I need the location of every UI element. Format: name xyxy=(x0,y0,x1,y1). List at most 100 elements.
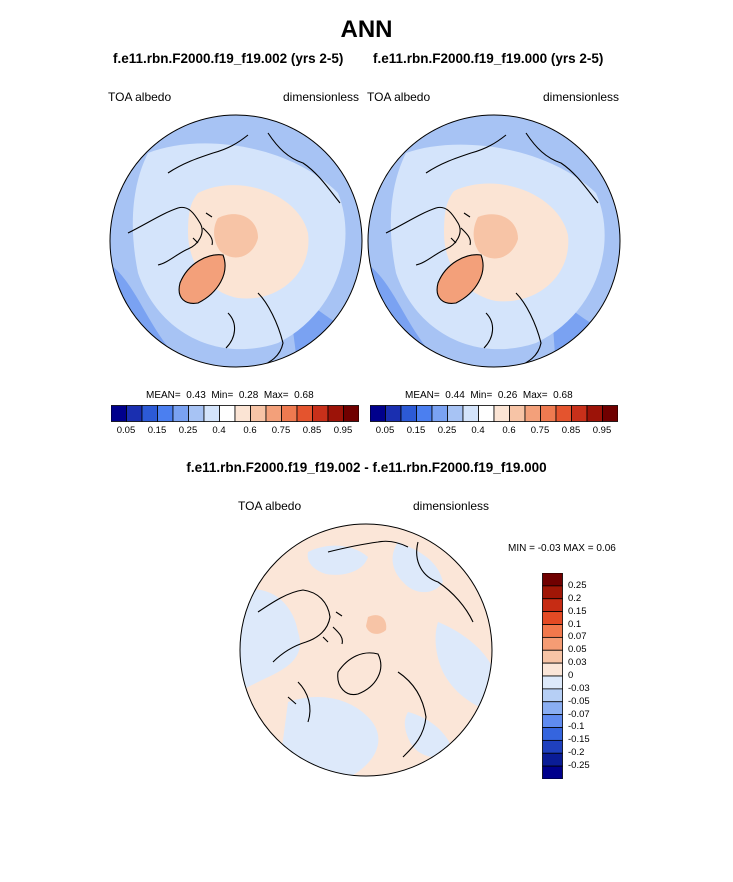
right-stats: MEAN= 0.44 Min= 0.26 Max= 0.68 xyxy=(405,390,573,401)
colorbar-swatch xyxy=(493,405,510,422)
diff-coastline xyxy=(327,540,409,553)
colorbar-swatch xyxy=(172,405,189,422)
colorbar-swatch xyxy=(586,405,603,422)
diff-region-negative xyxy=(278,697,379,776)
colorbar-swatch xyxy=(540,405,557,422)
tick-label: -0.05 xyxy=(568,696,590,707)
tick-label: 0.1 xyxy=(568,619,582,630)
left-units-label: dimensionless xyxy=(283,90,360,104)
right-var-label: TOA albedo xyxy=(367,90,431,104)
tick-label: 0.03 xyxy=(568,657,587,668)
colorbar-swatch xyxy=(571,405,588,422)
tick-label: 0.15 xyxy=(406,425,426,436)
diff-coastline xyxy=(322,611,343,645)
right-coastline xyxy=(436,254,484,304)
diff-coastline xyxy=(397,671,427,758)
colorbar-swatch xyxy=(416,405,433,422)
colorbar-swatch xyxy=(542,675,563,690)
colorbar-swatch xyxy=(219,405,236,422)
left-polar-map xyxy=(109,114,363,368)
left-coastline xyxy=(225,312,236,349)
diff-coastline xyxy=(416,541,474,623)
diff-region-negative xyxy=(240,589,300,692)
left-max-value: 0.68 xyxy=(294,390,314,401)
diff-colorbar xyxy=(542,573,563,779)
right-coastline xyxy=(525,132,599,204)
tick-label: 0.25 xyxy=(437,425,457,436)
tick-label: -0.2 xyxy=(568,747,585,758)
tick-label: 0.25 xyxy=(568,580,587,591)
tick-label: 0.05 xyxy=(116,425,136,436)
colorbar-swatch xyxy=(478,405,495,422)
diff-region-negative xyxy=(307,545,368,575)
right-coastline xyxy=(483,312,494,349)
case2-title: f.e11.rbn.F2000.f19_f19.000 (yrs 2-5) xyxy=(373,51,604,66)
colorbar-swatch xyxy=(111,405,127,422)
tick-label: 0.6 xyxy=(243,425,257,436)
tick-label: 0.15 xyxy=(147,425,167,436)
colorbar-swatch xyxy=(542,662,563,677)
right-coastline xyxy=(385,206,461,266)
tick-label: 0.85 xyxy=(561,425,581,436)
tick-label: -0.03 xyxy=(568,683,590,694)
colorbar-swatch xyxy=(188,405,205,422)
tick-label: 0.05 xyxy=(375,425,395,436)
diff-title: f.e11.rbn.F2000.f19_f19.002 - f.e11.rbn.… xyxy=(186,460,547,475)
colorbar-swatch xyxy=(542,649,563,664)
right-region-salmon xyxy=(473,214,518,259)
right-min-label: Min= xyxy=(470,390,493,401)
colorbar-swatch xyxy=(542,636,563,651)
left-colorbar xyxy=(111,405,359,422)
colorbar-swatch xyxy=(542,752,563,767)
tick-label: 0.07 xyxy=(568,631,587,642)
colorbar-swatch xyxy=(509,405,526,422)
colorbar-swatch xyxy=(265,405,282,422)
colorbar-swatch xyxy=(542,765,563,779)
colorbar-swatch xyxy=(431,405,448,422)
diff-region-negative xyxy=(392,542,443,593)
tick-label: 0.85 xyxy=(302,425,322,436)
right-units-label: dimensionless xyxy=(543,90,620,104)
right-mean-value: 0.44 xyxy=(445,390,465,401)
diff-polar-map xyxy=(239,523,493,777)
right-max-value: 0.68 xyxy=(553,390,573,401)
right-max-label: Max= xyxy=(522,390,548,401)
diff-coastline xyxy=(257,589,331,663)
right-mean-label: MEAN= xyxy=(405,390,440,401)
colorbar-swatch xyxy=(400,405,417,422)
colorbar-swatch xyxy=(327,405,344,422)
tick-label: 0.95 xyxy=(592,425,612,436)
tick-label: -0.15 xyxy=(568,734,590,745)
diff-region-negative xyxy=(404,712,453,758)
colorbar-swatch xyxy=(203,405,220,422)
tick-label: 0.4 xyxy=(471,425,485,436)
tick-label: 0 xyxy=(568,670,574,681)
left-coastline xyxy=(167,134,249,174)
left-var-label: TOA albedo xyxy=(108,90,172,104)
right-colorbar xyxy=(370,405,618,422)
tick-label: 0.15 xyxy=(568,606,587,617)
right-min-value: 0.26 xyxy=(497,390,518,401)
colorbar-swatch xyxy=(385,405,402,422)
colorbar-swatch xyxy=(542,727,563,741)
colorbar-swatch xyxy=(555,405,572,422)
colorbar-swatch xyxy=(542,739,563,754)
diff-minmax: MIN = -0.03 MAX = 0.06 xyxy=(508,543,616,554)
tick-label: 0.4 xyxy=(212,425,226,436)
colorbar-swatch xyxy=(447,405,464,422)
colorbar-swatch xyxy=(296,405,313,422)
diff-var-label: TOA albedo xyxy=(238,499,302,513)
case1-title: f.e11.rbn.F2000.f19_f19.002 (yrs 2-5) xyxy=(113,51,344,66)
right-polar-map xyxy=(367,114,621,368)
main-title: ANN xyxy=(340,16,393,43)
tick-label: 0.25 xyxy=(178,425,198,436)
tick-label: -0.07 xyxy=(568,709,590,720)
colorbar-swatch xyxy=(250,405,267,422)
left-mean-label: MEAN= xyxy=(146,390,181,401)
left-min-label: Min= xyxy=(211,390,234,401)
colorbar-swatch xyxy=(343,405,359,422)
diff-units-label: dimensionless xyxy=(413,499,490,513)
right-coastline xyxy=(450,212,471,246)
left-min-value: 0.28 xyxy=(238,390,259,401)
colorbar-swatch xyxy=(462,405,479,422)
